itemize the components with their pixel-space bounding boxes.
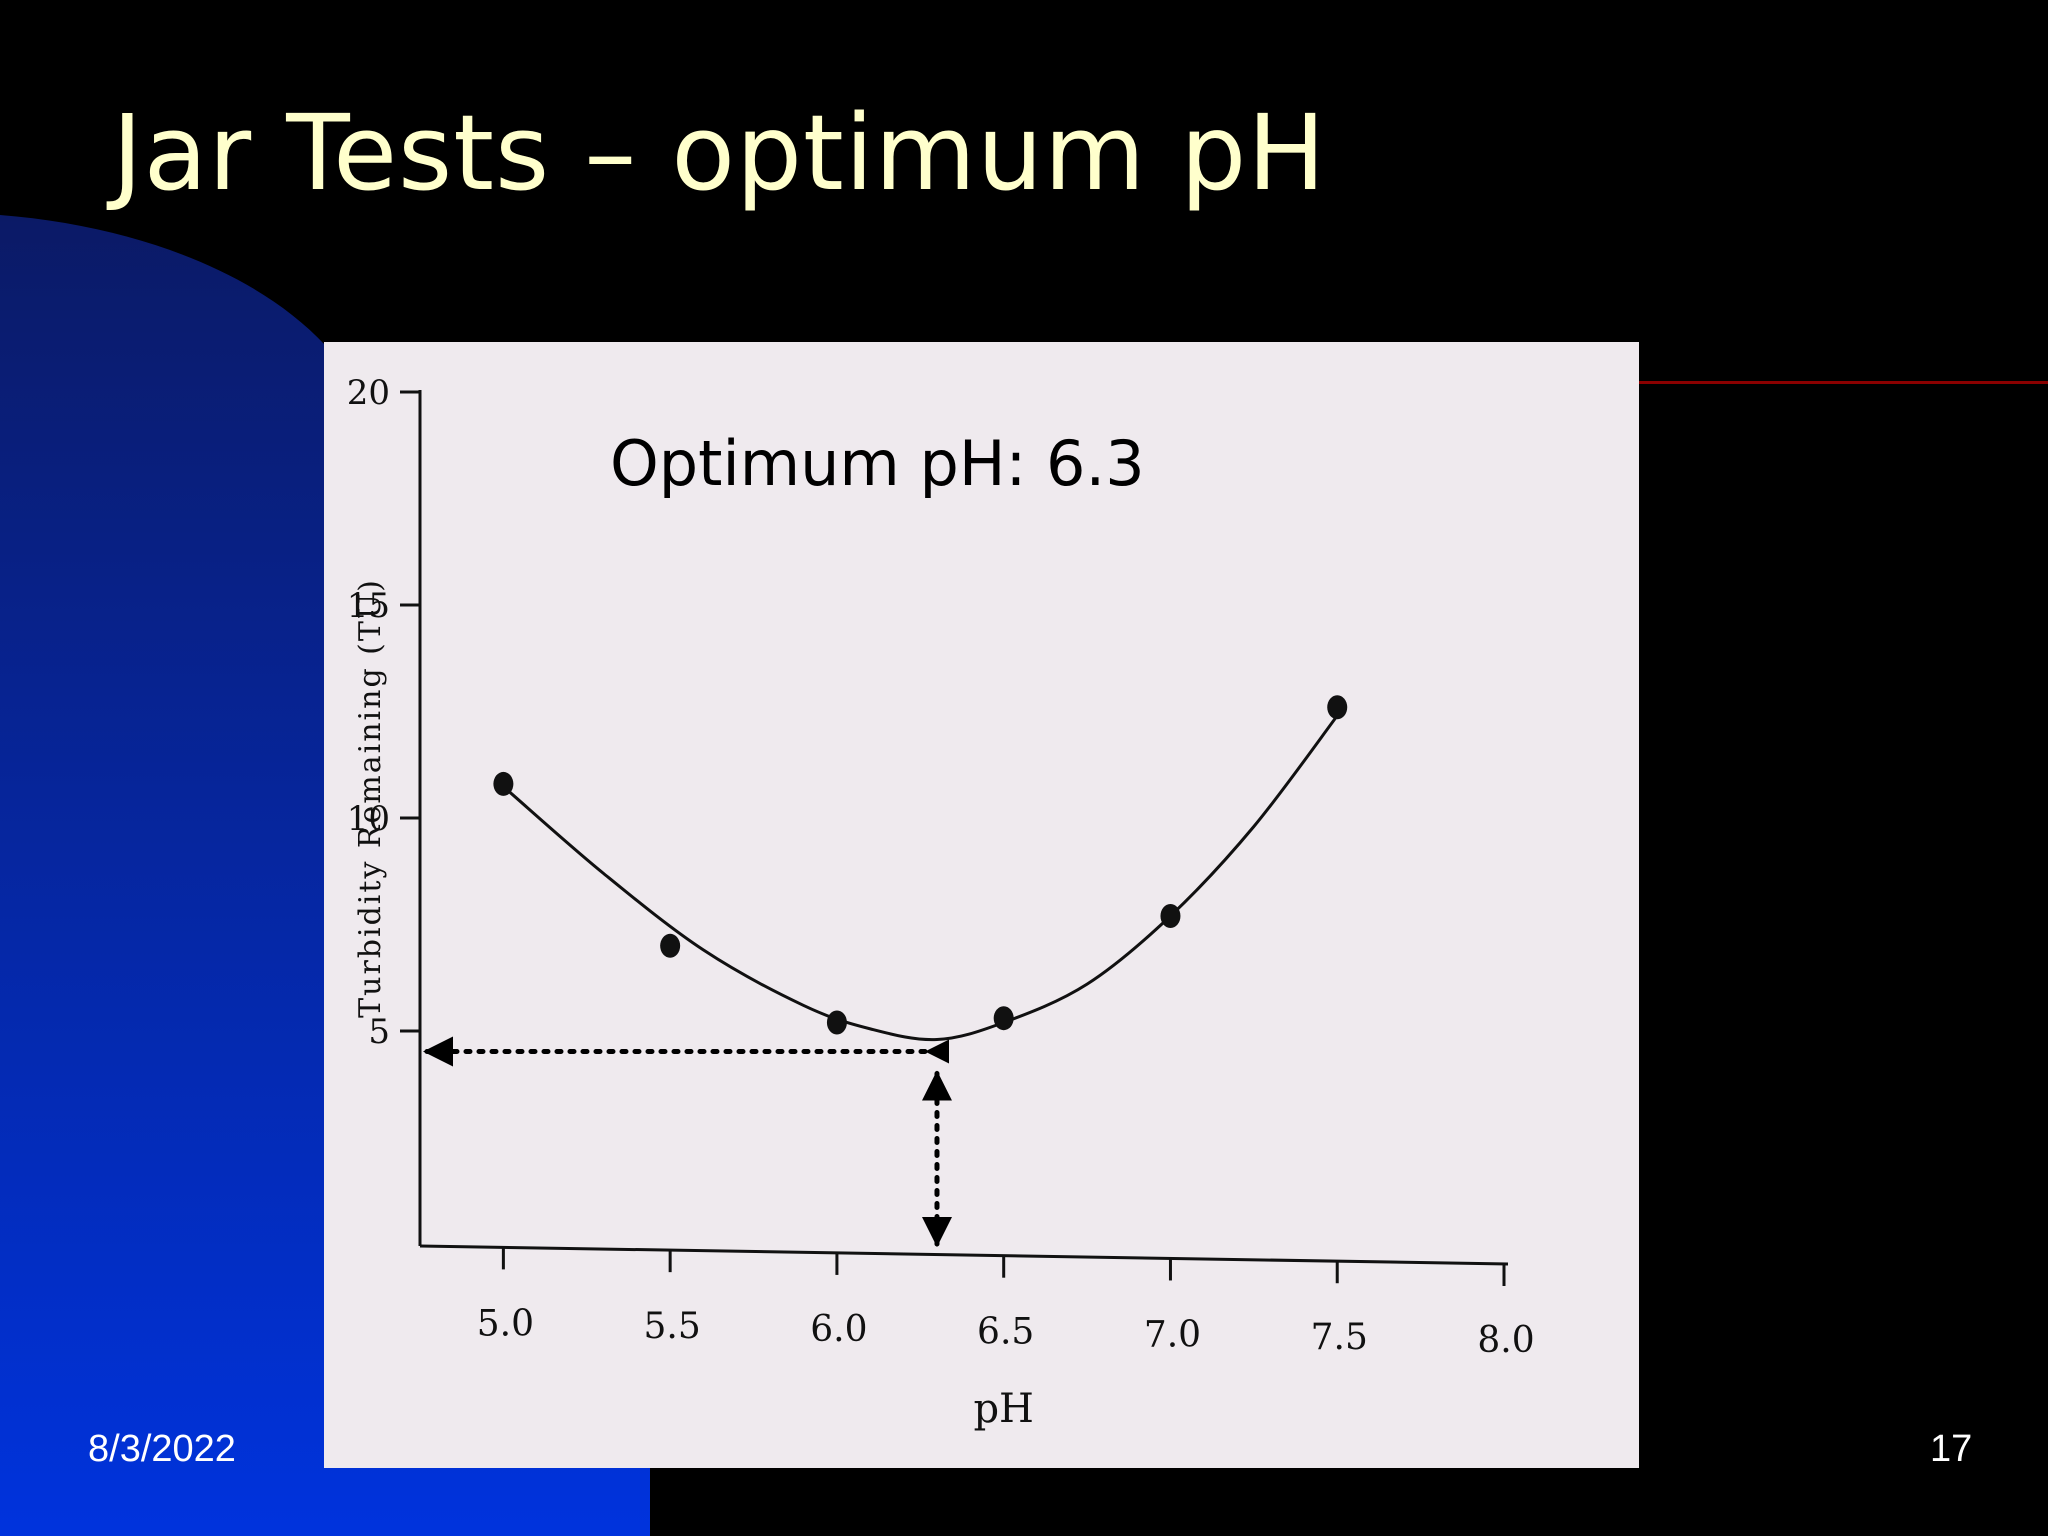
fitted-curve [509,714,1339,1042]
x-tick-label: 7.0 [1144,1314,1201,1355]
data-point [993,1006,1014,1031]
slide-title: Jar Tests – optimum pH [112,92,1327,214]
footer-date: 8/3/2022 [88,1428,236,1470]
y-axis-title: Turbidity Remaining (TU) [353,578,388,1018]
optimum-ph-annotation: Optimum pH: 6.3 [610,427,1145,500]
data-point [826,1010,847,1035]
data-point [493,771,514,796]
data-point [1327,695,1348,720]
chart-figure: Optimum pH: 6.3 5 10 15 20 5.0 5.5 6.0 6.5 7.0 7.… [324,342,1639,1468]
optimum-arrow-head [924,1039,949,1064]
x-axis-line [419,1244,1509,1266]
y-tick-label: 10 [347,799,390,839]
x-tick-label: 6.5 [977,1312,1034,1353]
x-tick-label: 5.5 [644,1306,701,1347]
x-axis-title: pH [973,1386,1034,1432]
data-point [1160,903,1181,928]
y-tick-label: 15 [347,586,390,626]
turbidity-chart: Optimum pH: 6.3 5 10 15 20 5.0 5.5 6.0 6.5 7.0 7.… [347,373,1535,1432]
data-point [660,933,681,958]
x-tick-label: 5.0 [477,1303,534,1344]
slide-number: 17 [1930,1428,1973,1470]
x-tick-label: 8.0 [1477,1320,1534,1361]
y-tick-label: 20 [347,373,390,413]
x-tick-label: 6.0 [810,1309,867,1350]
accent-line [1636,381,2048,384]
y-tick-label: 5 [368,1012,390,1052]
x-tick-label: 7.5 [1311,1317,1368,1358]
